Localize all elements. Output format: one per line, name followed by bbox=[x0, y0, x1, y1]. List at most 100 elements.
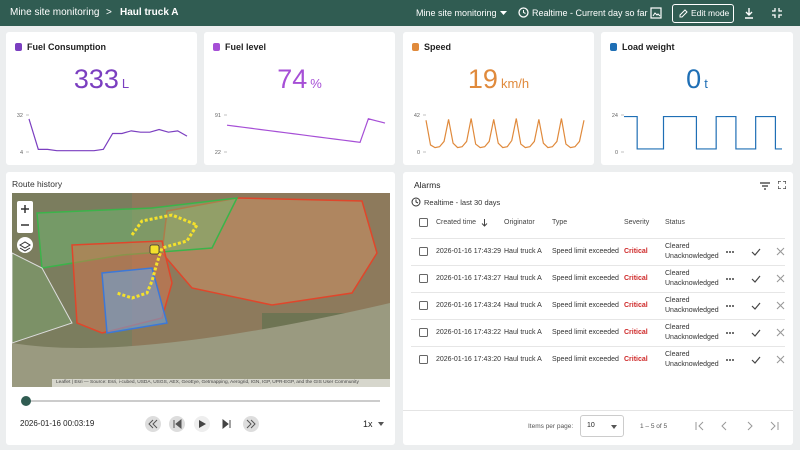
page-size-select[interactable]: 10 bbox=[580, 415, 624, 437]
clear-icon[interactable] bbox=[776, 274, 785, 283]
column-header[interactable]: Created time bbox=[436, 219, 477, 226]
y-tick-label: 91 bbox=[215, 113, 221, 119]
row-actions[interactable] bbox=[726, 274, 788, 284]
acknowledge-icon[interactable] bbox=[751, 356, 761, 364]
more-dot bbox=[732, 251, 734, 253]
timeline-slider[interactable] bbox=[20, 394, 382, 408]
row-divider bbox=[411, 319, 785, 320]
kpi-value: 19 km/h bbox=[403, 64, 594, 95]
column-header[interactable]: Status bbox=[665, 219, 685, 226]
created-time: 2026-01-16 17:43:20 bbox=[436, 356, 501, 363]
y-tick-label: 0 bbox=[417, 150, 420, 156]
dropdown-icon bbox=[611, 425, 617, 429]
status-state: Cleared bbox=[665, 297, 690, 304]
value-number: 19 bbox=[467, 64, 498, 94]
acknowledge-icon[interactable] bbox=[751, 329, 761, 337]
row-checkbox[interactable] bbox=[419, 247, 428, 256]
checkbox-box bbox=[419, 328, 428, 337]
timewindow[interactable]: Realtime - Current day so far bbox=[532, 8, 648, 18]
top-bar: Mine site monitoring > Haul truck A Mine… bbox=[0, 0, 800, 26]
clear-icon[interactable] bbox=[776, 355, 785, 364]
alarm-type: Speed limit exceeded bbox=[552, 329, 619, 336]
checkbox-box bbox=[419, 301, 428, 310]
more-dot bbox=[726, 359, 728, 361]
status-ack: Unacknowledged bbox=[665, 334, 719, 341]
player-controls[interactable] bbox=[144, 415, 264, 433]
clear-icon[interactable] bbox=[776, 328, 785, 337]
filter-icon[interactable] bbox=[760, 182, 770, 190]
created-time: 2026-01-16 17:43:24 bbox=[436, 302, 501, 309]
icon-shape bbox=[213, 43, 220, 51]
clear-icon[interactable] bbox=[776, 247, 785, 256]
y-tick-label: 32 bbox=[17, 113, 23, 119]
y-tick-label: 42 bbox=[414, 113, 420, 119]
sort-icon[interactable] bbox=[481, 219, 488, 227]
row-divider bbox=[411, 346, 785, 347]
column-header[interactable]: Severity bbox=[624, 219, 650, 226]
more-dot bbox=[726, 251, 728, 253]
clear-icon[interactable] bbox=[776, 301, 785, 310]
column-header[interactable]: Type bbox=[552, 219, 568, 226]
icon-shape bbox=[412, 43, 419, 51]
exit-fullscreen-icon[interactable] bbox=[772, 8, 782, 18]
row-checkbox[interactable] bbox=[419, 328, 428, 337]
download-icon[interactable] bbox=[744, 7, 754, 19]
breadcrumb-root[interactable]: Mine site monitoring bbox=[10, 7, 100, 18]
timestamp: 2026-01-16 00:03:19 bbox=[20, 419, 95, 428]
more-dot bbox=[732, 332, 734, 334]
page-size: 10 bbox=[587, 422, 595, 429]
edit-mode-button[interactable]: Edit mode bbox=[672, 4, 734, 23]
y-tick-label: 0 bbox=[615, 150, 618, 156]
value-number: 74 bbox=[277, 64, 308, 94]
alarms-subtitle: Realtime - last 30 days bbox=[424, 198, 501, 207]
acknowledge-icon[interactable] bbox=[751, 248, 761, 256]
severity: Critical bbox=[624, 329, 648, 336]
more-dot bbox=[732, 359, 734, 361]
checkbox-box bbox=[419, 274, 428, 283]
more-dot bbox=[729, 359, 731, 361]
alarm-type: Speed limit exceeded bbox=[552, 248, 619, 255]
more-dot bbox=[726, 332, 728, 334]
row-actions[interactable] bbox=[726, 355, 788, 365]
pagination-buttons[interactable] bbox=[695, 421, 779, 431]
row-divider bbox=[411, 292, 785, 293]
fullscreen-icon[interactable] bbox=[778, 181, 786, 189]
card-icon bbox=[15, 43, 22, 51]
checkbox-box bbox=[419, 247, 428, 256]
card-title: Load weight bbox=[622, 42, 675, 52]
value-number: 333 bbox=[73, 64, 119, 94]
speed-dropdown-icon bbox=[378, 422, 384, 426]
row-actions[interactable] bbox=[726, 328, 788, 338]
select-all-checkbox[interactable] bbox=[419, 218, 428, 227]
value-unit: L bbox=[121, 76, 130, 91]
row-actions[interactable] bbox=[726, 247, 788, 257]
route-title: Route history bbox=[12, 179, 63, 189]
icon-shape bbox=[15, 43, 22, 51]
acknowledge-icon[interactable] bbox=[751, 275, 761, 283]
severity: Critical bbox=[624, 356, 648, 363]
originator: Haul truck A bbox=[504, 275, 542, 282]
image-icon[interactable] bbox=[650, 7, 662, 19]
row-checkbox[interactable] bbox=[419, 274, 428, 283]
more-dot bbox=[729, 278, 731, 280]
status-state: Cleared bbox=[665, 270, 690, 277]
sparkline-line bbox=[425, 118, 585, 149]
column-header[interactable]: Originator bbox=[504, 219, 535, 226]
acknowledge-icon[interactable] bbox=[751, 302, 761, 310]
dashboard-select[interactable]: Mine site monitoring bbox=[416, 8, 497, 18]
value-unit: t bbox=[704, 76, 708, 91]
playback-speed[interactable]: 1x bbox=[363, 419, 373, 429]
kpi-card: Fuel level 74% 91 22 bbox=[204, 32, 395, 165]
alarm-type: Speed limit exceeded bbox=[552, 302, 619, 309]
row-checkbox[interactable] bbox=[419, 301, 428, 310]
map[interactable] bbox=[12, 193, 390, 387]
y-tick-label: 4 bbox=[20, 150, 23, 156]
row-actions[interactable] bbox=[726, 301, 788, 311]
originator: Haul truck A bbox=[504, 356, 542, 363]
more-dot bbox=[729, 305, 731, 307]
breadcrumb-separator: > bbox=[106, 7, 112, 18]
row-checkbox[interactable] bbox=[419, 355, 428, 364]
severity: Critical bbox=[624, 248, 648, 255]
status-ack: Unacknowledged bbox=[665, 361, 719, 368]
